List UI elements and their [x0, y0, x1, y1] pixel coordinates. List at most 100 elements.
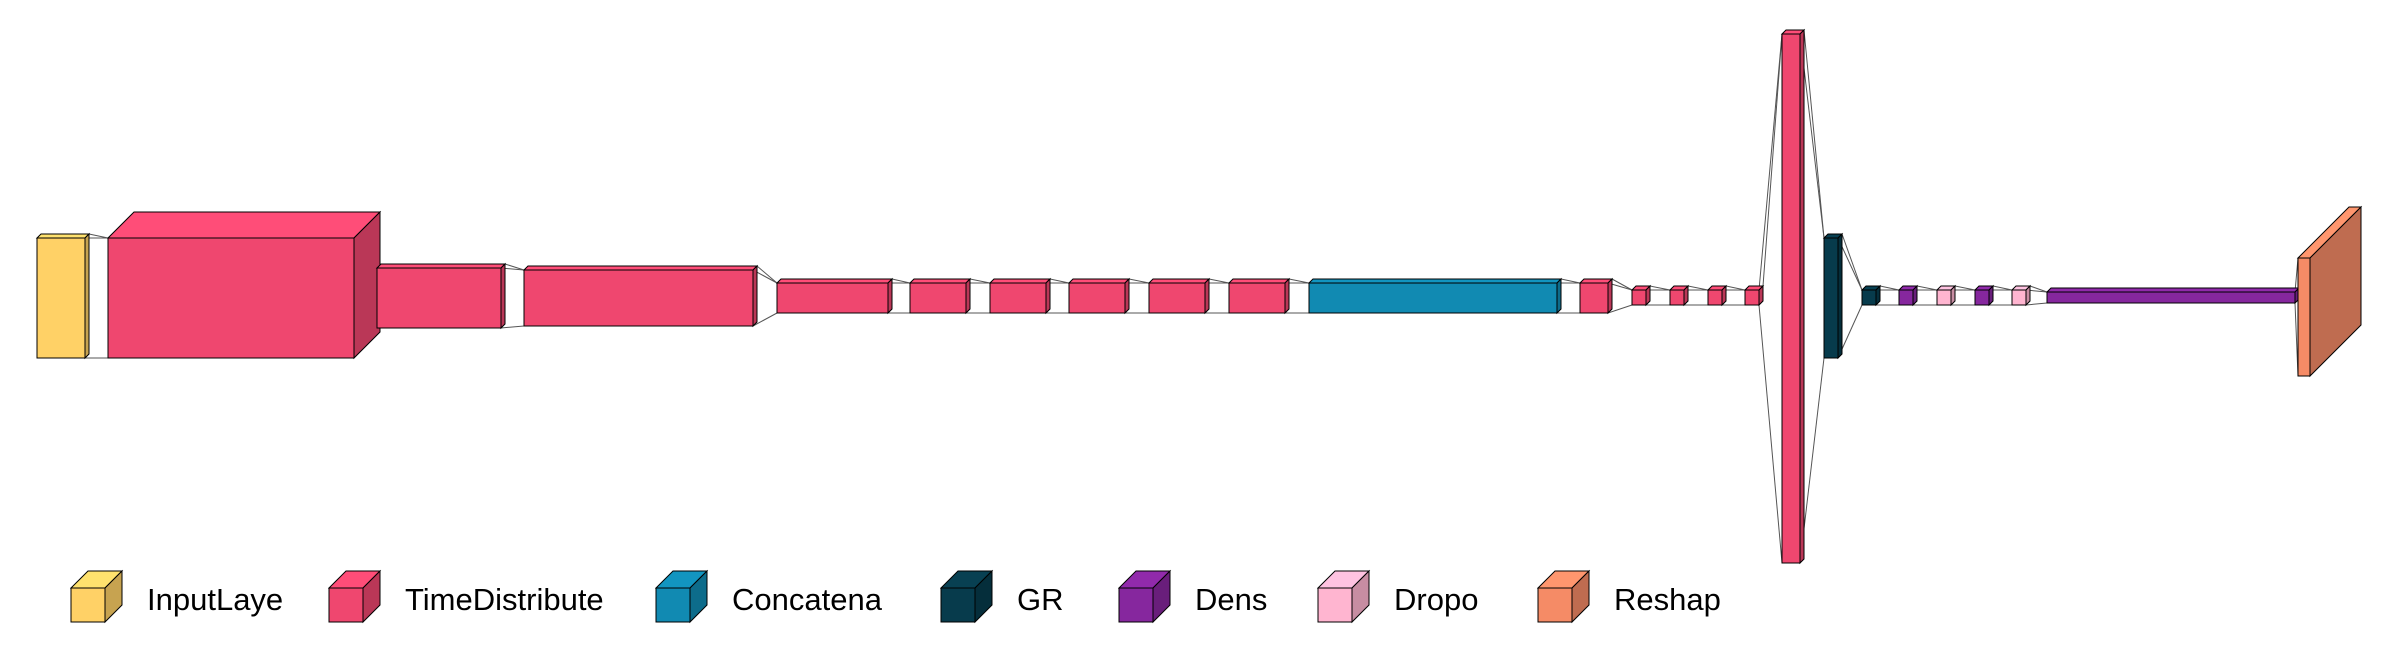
- block-side-face: [1683, 284, 1689, 307]
- connector-line: [1560, 278, 1581, 284]
- block-side-face: [1556, 277, 1562, 315]
- block-top-face: [1147, 278, 1211, 284]
- legend-cube-icon: [1317, 569, 1371, 624]
- connector-line: [1758, 304, 1783, 564]
- connector-line: [1841, 233, 1863, 291]
- cube-front-face: [1537, 587, 1573, 623]
- block-side-face: [1875, 284, 1881, 307]
- connector-line: [1725, 285, 1746, 291]
- timedistributed-layer-6: [988, 277, 1052, 315]
- connector-line: [752, 312, 778, 327]
- connector-line: [891, 278, 911, 284]
- legend-cube-icon: [655, 569, 709, 624]
- legend-label: TimeDistribute: [405, 582, 604, 617]
- connector-line: [1649, 285, 1671, 291]
- block-front-face: [2011, 289, 2027, 306]
- dense-layer-3: [2045, 286, 2301, 305]
- block-top-face: [522, 265, 759, 271]
- legend-cube-icon: [70, 569, 124, 624]
- cube-front-face: [328, 587, 364, 623]
- block-top-face: [2045, 287, 2301, 293]
- block-side-face: [1988, 284, 1994, 307]
- dropout-layer-2: [2010, 284, 2032, 307]
- block-side-face: [1645, 284, 1651, 307]
- dense-layer-2: [1973, 284, 1995, 307]
- block-front-face: [1936, 289, 1952, 306]
- block-side-face: [1204, 277, 1210, 315]
- cube-front-face: [1317, 587, 1353, 623]
- block-top-face: [775, 278, 894, 284]
- gru-layer-2: [1860, 284, 1882, 307]
- timedistributed-layer-9: [1227, 277, 1291, 315]
- block-side-face: [353, 210, 381, 360]
- connector-line: [1954, 285, 1976, 291]
- block-front-face: [1631, 289, 1647, 306]
- block-side-face: [84, 232, 90, 360]
- timedistributed-layer-7: [1067, 277, 1131, 315]
- block-front-face: [909, 282, 967, 314]
- input-layer-block: [35, 232, 91, 360]
- block-front-face: [376, 267, 502, 329]
- block-top-face: [106, 211, 382, 239]
- block-side-face: [1758, 284, 1764, 307]
- block-front-face: [1148, 282, 1206, 314]
- block-front-face: [107, 237, 355, 359]
- dense-layer-1: [1897, 284, 1919, 307]
- block-top-face: [35, 233, 91, 239]
- block-top-face: [1227, 278, 1291, 284]
- timedistributed-layer-5: [908, 277, 972, 315]
- connector-line: [1803, 29, 1825, 239]
- timedistributed-layer-11: [1630, 284, 1652, 307]
- block-side-face: [1607, 277, 1613, 315]
- timedistributed-layer-8: [1147, 277, 1211, 315]
- timedistributed-layer-15: [1780, 28, 1806, 565]
- block-front-face: [1669, 289, 1685, 306]
- timedistributed-layer-2: [375, 262, 507, 330]
- timedistributed-layer-13: [1706, 284, 1728, 307]
- connector-line: [969, 278, 991, 284]
- cube-front-face: [655, 587, 691, 623]
- block-side-face: [2025, 284, 2031, 307]
- connector-line: [1128, 278, 1150, 284]
- connector-line: [500, 325, 525, 329]
- legend-label: Dropo: [1394, 582, 1479, 617]
- legend-label: Reshap: [1614, 582, 1721, 617]
- block-side-face: [1721, 284, 1727, 307]
- connector-line: [1762, 33, 1783, 287]
- block-side-face: [752, 264, 758, 328]
- legend-cube-icon: [328, 569, 382, 624]
- block-side-face: [1837, 232, 1843, 360]
- connector-line: [2029, 285, 2048, 293]
- block-front-face: [1823, 237, 1839, 359]
- connector-line: [1611, 278, 1633, 291]
- reshape-layer: [2296, 205, 2363, 378]
- legend-label: GR: [1017, 582, 1064, 617]
- block-side-face: [1912, 284, 1918, 307]
- block-top-face: [1578, 278, 1614, 284]
- cube-front-face: [1118, 587, 1154, 623]
- timedistributed-layer-10: [1578, 277, 1614, 315]
- connector-line: [2025, 302, 2048, 306]
- block-front-face: [1974, 289, 1990, 306]
- timedistributed-layer-3: [522, 264, 759, 328]
- legend-cube-icon: [940, 569, 994, 624]
- block-side-face: [2309, 205, 2362, 378]
- block-side-face: [1284, 277, 1290, 315]
- block-side-face: [887, 277, 893, 315]
- block-front-face: [1781, 33, 1801, 564]
- block-top-face: [1067, 278, 1131, 284]
- connector-line: [88, 233, 109, 239]
- timedistributed-layer-4: [775, 277, 894, 315]
- timedistributed-layer-12: [1668, 284, 1690, 307]
- timedistributed-layer-1: [106, 210, 382, 360]
- connector-line: [1049, 278, 1070, 284]
- block-side-face: [965, 277, 971, 315]
- block-front-face: [1898, 289, 1914, 306]
- dropout-layer-1: [1935, 284, 1957, 307]
- block-front-face: [2046, 291, 2296, 304]
- cube-front-face: [70, 587, 106, 623]
- block-top-face: [1307, 278, 1563, 284]
- block-top-face: [988, 278, 1052, 284]
- legend-label: Dens: [1195, 582, 1268, 617]
